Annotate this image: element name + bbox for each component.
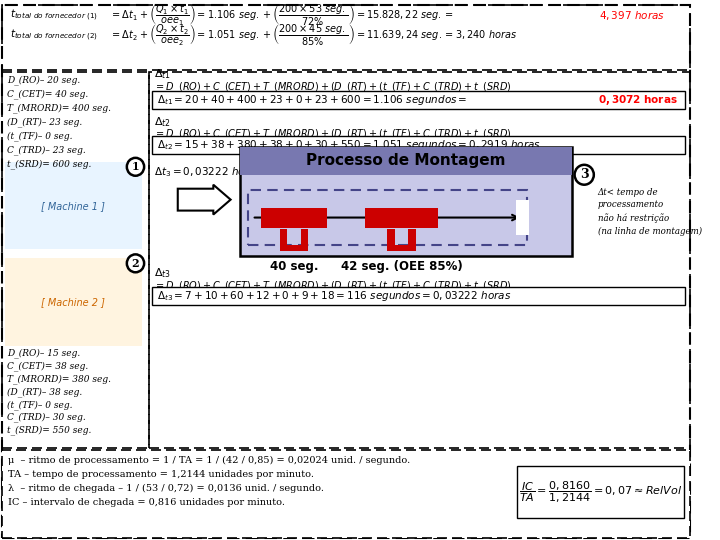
Text: $\mathbf{0,3072\ horas}$: $\mathbf{0,3072\ horas}$ — [598, 93, 678, 107]
Text: 2: 2 — [132, 258, 139, 269]
Text: (t_(TF)– 0 seg.: (t_(TF)– 0 seg. — [6, 400, 72, 409]
Text: 3: 3 — [580, 168, 588, 181]
Text: C_(CET)= 38 seg.: C_(CET)= 38 seg. — [6, 361, 88, 371]
Bar — [152, 136, 685, 154]
Text: TA – tempo de processamento = 1,2144 unidades por minuto.: TA – tempo de processamento = 1,2144 uni… — [8, 470, 314, 479]
Bar — [152, 91, 685, 109]
Bar — [301, 230, 308, 252]
Text: $= \Delta t_2 + \left(\dfrac{Q_2 \times t_2}{oee_2}\right) = 1.051\ seg. + \left: $= \Delta t_2 + \left(\dfrac{Q_2 \times … — [110, 23, 518, 48]
Text: T_(MRORD)= 400 seg.: T_(MRORD)= 400 seg. — [6, 103, 111, 113]
Text: D_(RO)– 15 seg.: D_(RO)– 15 seg. — [6, 348, 80, 358]
Text: C_(CET)= 40 seg.: C_(CET)= 40 seg. — [6, 89, 88, 99]
Bar — [248, 190, 526, 245]
Bar — [240, 147, 572, 256]
Bar — [2, 4, 690, 70]
Text: $\mathit{4,397\ horas}$: $\mathit{4,397\ horas}$ — [599, 9, 665, 22]
Text: $\Delta_{t1} = 20 + 40 + 400 + 23 + 0 + 23 + 600 = 1.106\ segundos =$: $\Delta_{t1} = 20 + 40 + 400 + 23 + 0 + … — [157, 93, 467, 107]
Text: $= \Delta t_1 + \left(\dfrac{Q_1 \times t_1}{oee_1}\right) = 1.106\ seg. + \left: $= \Delta t_1 + \left(\dfrac{Q_1 \times … — [110, 3, 454, 28]
FancyArrow shape — [178, 185, 230, 214]
Bar — [152, 287, 685, 305]
Text: [ Machine 2 ]: [ Machine 2 ] — [41, 297, 105, 307]
Text: D_(RO)– 20 seg.: D_(RO)– 20 seg. — [6, 75, 80, 85]
Text: Δt< tempo de
processamento
não há restrição
(na linha de montagem): Δt< tempo de processamento não há restri… — [598, 188, 702, 235]
Bar — [279, 245, 308, 252]
Text: $\Delta_{t2}$: $\Delta_{t2}$ — [154, 115, 171, 129]
Text: $\dfrac{IC}{TA} = \dfrac{0,8160}{1,2144} = 0,07 \approx RelVol$: $\dfrac{IC}{TA} = \dfrac{0,8160}{1,2144}… — [519, 480, 682, 505]
Text: λ  – ritmo de chegada – 1 / (53 / 0,72) = 0,0136 unid. / segundo.: λ – ritmo de chegada – 1 / (53 / 0,72) =… — [8, 484, 324, 493]
Text: t_(SRD)= 550 seg.: t_(SRD)= 550 seg. — [6, 426, 91, 435]
Text: (D_(RT)– 23 seg.: (D_(RT)– 23 seg. — [6, 117, 82, 127]
Text: 1: 1 — [132, 161, 139, 172]
Text: $\Delta t_3 = 0,03222\ horas$: $\Delta t_3 = 0,03222\ horas$ — [154, 165, 261, 179]
Bar — [2, 72, 149, 448]
Bar — [387, 245, 416, 252]
Bar — [387, 230, 395, 252]
Text: $\Delta_{t3} = 7 + 10 + 60 + 12 + 0 + 9 + 18 = 116\ segundos = 0,03222\ horas$: $\Delta_{t3} = 7 + 10 + 60 + 12 + 0 + 9 … — [157, 289, 511, 303]
Bar — [261, 207, 327, 227]
Bar — [149, 72, 690, 448]
Circle shape — [575, 165, 594, 185]
Bar — [2, 450, 690, 538]
Text: (t_(TF)– 0 seg.: (t_(TF)– 0 seg. — [6, 131, 72, 141]
Text: $= D\_(RO) + C\_(CET) + T\_(MRORD) + (D\_(RT) + (t\_(TF) + C\_(TRD) + t\_(SRD)$: $= D\_(RO) + C\_(CET) + T\_(MRORD) + (D\… — [154, 127, 511, 143]
Bar — [516, 200, 529, 235]
Text: (D_(RT)– 38 seg.: (D_(RT)– 38 seg. — [6, 387, 82, 396]
Text: T_(MRORD)= 380 seg.: T_(MRORD)= 380 seg. — [6, 374, 111, 384]
Bar — [408, 230, 416, 252]
Text: $\Delta_{t2} = 15 + 38 + 380 + 38 + 0 + 30 + 550 = 1.051\ segundos = 0,2919\ hor: $\Delta_{t2} = 15 + 38 + 380 + 38 + 0 + … — [157, 138, 541, 152]
Text: $t_{total\ do\ fornecedor\ (2)}$: $t_{total\ do\ fornecedor\ (2)}$ — [9, 28, 98, 43]
Bar — [517, 467, 684, 518]
Circle shape — [127, 254, 144, 272]
Text: $t_{total\ do\ fornecedor\ (1)}$: $t_{total\ do\ fornecedor\ (1)}$ — [9, 8, 98, 23]
Text: IC – intervalo de chegada = 0,816 unidades por minuto.: IC – intervalo de chegada = 0,816 unidad… — [8, 498, 284, 507]
Text: μ  – ritmo de processamento = 1 / TA = 1 / (42 / 0,85) = 0,02024 unid. / segundo: μ – ritmo de processamento = 1 / TA = 1 … — [8, 456, 410, 465]
Text: 40 seg.: 40 seg. — [270, 260, 318, 273]
Text: $= D\_(RO) + C\_(CET) + T\_(MRORD) + (D\_(RT) + (t\_(TF) + C\_(TRD) + t\_(SRD)$: $= D\_(RO) + C\_(CET) + T\_(MRORD) + (D\… — [154, 80, 511, 94]
Text: Processo de Montagem: Processo de Montagem — [306, 153, 505, 168]
Text: [ Machine 1 ]: [ Machine 1 ] — [41, 201, 105, 211]
Bar — [365, 207, 438, 227]
Text: $\Delta_{t1}$: $\Delta_{t1}$ — [154, 68, 171, 81]
Text: t_(SRD)= 600 seg.: t_(SRD)= 600 seg. — [6, 159, 91, 168]
Text: 42 seg. (OEE 85%): 42 seg. (OEE 85%) — [341, 260, 462, 273]
Bar — [5, 258, 143, 346]
Text: C_(TRD)– 23 seg.: C_(TRD)– 23 seg. — [6, 145, 86, 155]
Bar — [279, 230, 287, 252]
Text: C_(TRD)– 30 seg.: C_(TRD)– 30 seg. — [6, 413, 86, 422]
Text: $= D\_(RO) + C\_(CET) + T\_(MRORD) + (D\_(RT) + (t\_(TF) + C\_(TRD) + t\_(SRD)$: $= D\_(RO) + C\_(CET) + T\_(MRORD) + (D\… — [154, 279, 511, 294]
Bar — [5, 162, 143, 249]
Circle shape — [127, 158, 144, 176]
Bar — [240, 147, 572, 175]
Text: $\Delta_{t3}$: $\Delta_{t3}$ — [154, 266, 171, 280]
